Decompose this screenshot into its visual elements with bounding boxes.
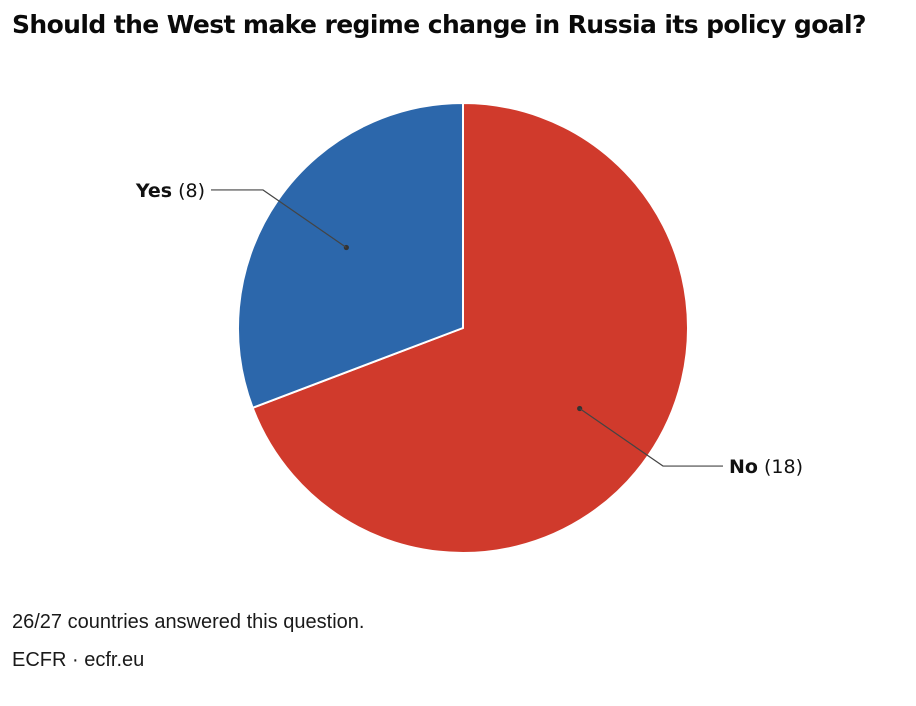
- slice-label-value-yes: (8): [172, 180, 205, 202]
- slice-label-value-no: (18): [758, 456, 803, 478]
- slice-label-name-yes: Yes: [135, 180, 172, 202]
- leader-line-yes: [211, 189, 347, 248]
- chart-title: Should the West make regime change in Ru…: [12, 10, 867, 39]
- leader-line-no: [579, 408, 723, 467]
- slice-label-yes: Yes (8): [135, 180, 205, 202]
- slice-label-name-no: No: [729, 456, 758, 478]
- source-credit: ECFR · ecfr.eu: [12, 649, 145, 671]
- slice-label-no: No (18): [729, 456, 803, 478]
- pie-labels: No (18) Yes (8): [135, 180, 803, 478]
- pie-chart: No (18) Yes (8): [135, 102, 803, 554]
- pie-slices: [237, 102, 689, 554]
- footnote: 26/27 countries answered this question.: [12, 611, 365, 633]
